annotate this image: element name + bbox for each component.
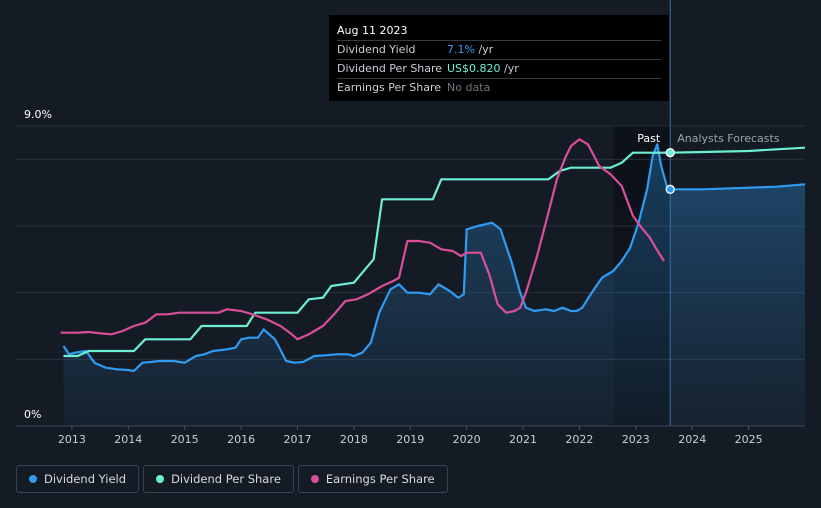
hover-tooltip: Aug 11 2023 Dividend Yield 7.1% /yr Divi…	[329, 15, 669, 101]
tooltip-row-dividend-per-share: Dividend Per Share US$0.820 /yr	[337, 60, 661, 79]
series-line-earnings-per-share	[60, 138, 665, 341]
chart-legend: Dividend Yield Dividend Per Share Earnin…	[16, 465, 448, 495]
series-line-dividend-yield	[62, 143, 671, 373]
legend-dot-icon	[310, 475, 319, 483]
x-tick-label: 2016	[227, 433, 255, 446]
tooltip-row-earnings-per-share: Earnings Per Share No data	[337, 79, 661, 97]
x-tick-label: 2017	[283, 433, 311, 446]
x-tick-label: 2024	[678, 433, 706, 446]
legend-dot-icon	[29, 475, 37, 483]
legend-label: Earnings Per Share	[325, 472, 435, 486]
x-tick-label: 2021	[509, 433, 537, 446]
series-area-dividend-yield-forecast	[670, 184, 805, 426]
y-axis-bottom-label: 0%	[24, 408, 41, 421]
legend-item-earnings-per-share[interactable]: Earnings Per Share	[297, 465, 448, 493]
forecast-line-dividend-yield	[670, 183, 806, 191]
series-marker	[665, 148, 675, 158]
legend-label: Dividend Yield	[44, 472, 127, 486]
tooltip-label: Dividend Per Share	[337, 62, 443, 75]
x-tick-label: 2022	[565, 433, 593, 446]
legend-dot-icon	[156, 475, 165, 483]
tooltip-label: Dividend Yield	[337, 43, 416, 56]
forecast-label: Analysts Forecasts	[677, 132, 780, 145]
x-tick-label: 2023	[622, 433, 650, 446]
tooltip-unit: /yr	[500, 62, 519, 75]
tooltip-row-dividend-yield: Dividend Yield 7.1% /yr	[337, 41, 661, 60]
x-tick-label: 2013	[58, 433, 86, 446]
x-tick-label: 2018	[340, 433, 368, 446]
tooltip-value: US$0.820	[447, 62, 501, 75]
series-marker	[665, 184, 675, 194]
x-tick-label: 2019	[396, 433, 424, 446]
legend-item-dividend-yield[interactable]: Dividend Yield	[16, 465, 140, 493]
tooltip-unit: /yr	[474, 43, 494, 56]
x-tick-label: 2025	[735, 433, 763, 446]
x-tick-label: 2020	[453, 433, 481, 446]
tooltip-label: Earnings Per Share	[337, 81, 442, 94]
tooltip-date: Aug 11 2023	[337, 22, 661, 41]
legend-item-dividend-per-share[interactable]: Dividend Per Share	[143, 465, 294, 493]
forecast-line-dividend-per-share	[670, 146, 806, 154]
tooltip-value: 7.1%	[447, 43, 475, 56]
past-label: Past	[637, 132, 661, 145]
series-line-dividend-per-share	[63, 151, 671, 358]
legend-label: Dividend Per Share	[171, 472, 281, 486]
tooltip-value: No data	[447, 81, 491, 94]
y-axis-top-label: 9.0%	[24, 108, 52, 121]
series-area-dividend-yield	[63, 144, 671, 427]
x-tick-label: 2014	[114, 433, 142, 446]
x-tick-label: 2015	[171, 433, 199, 446]
